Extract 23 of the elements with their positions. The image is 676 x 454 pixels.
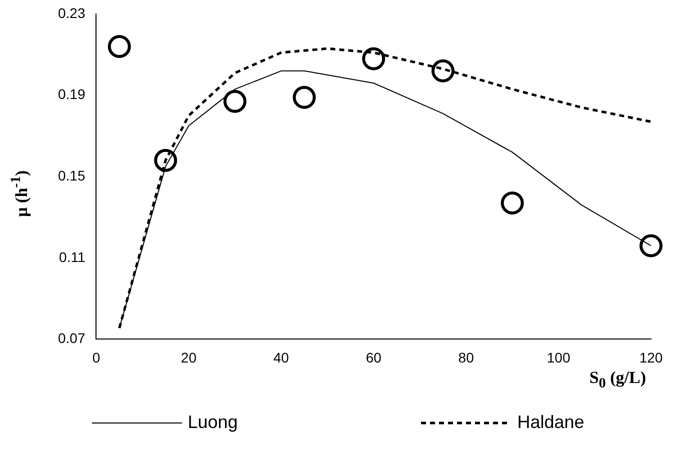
legend-label: Haldane (517, 412, 584, 433)
point (640, 234, 662, 258)
point (431, 59, 454, 82)
point (500, 192, 524, 215)
y-tick-label: 0.15 (58, 167, 86, 184)
legend-label: Luong (188, 412, 238, 433)
y-tick-label: 0.07 (58, 330, 86, 346)
x-tick-label: 20 (180, 349, 197, 366)
point (154, 148, 178, 172)
point (108, 35, 131, 58)
point (292, 86, 316, 109)
x-tick-label: 120 (639, 349, 663, 366)
y-tick-label: 0.19 (58, 86, 86, 102)
x-tick-label: 60 (366, 349, 382, 366)
y-tick-label: 0.11 (59, 248, 86, 265)
point (362, 47, 386, 70)
x-tick-label: 0 (92, 349, 100, 366)
x-axis-title: S$_{0}$ (g/L) (589, 368, 646, 392)
x-tick-label: 80 (458, 349, 474, 366)
point (223, 90, 246, 113)
x-tick-label: 100 (546, 349, 570, 366)
y-tick-label: 0.23 (58, 4, 86, 21)
x-tick-label: 40 (273, 349, 290, 366)
